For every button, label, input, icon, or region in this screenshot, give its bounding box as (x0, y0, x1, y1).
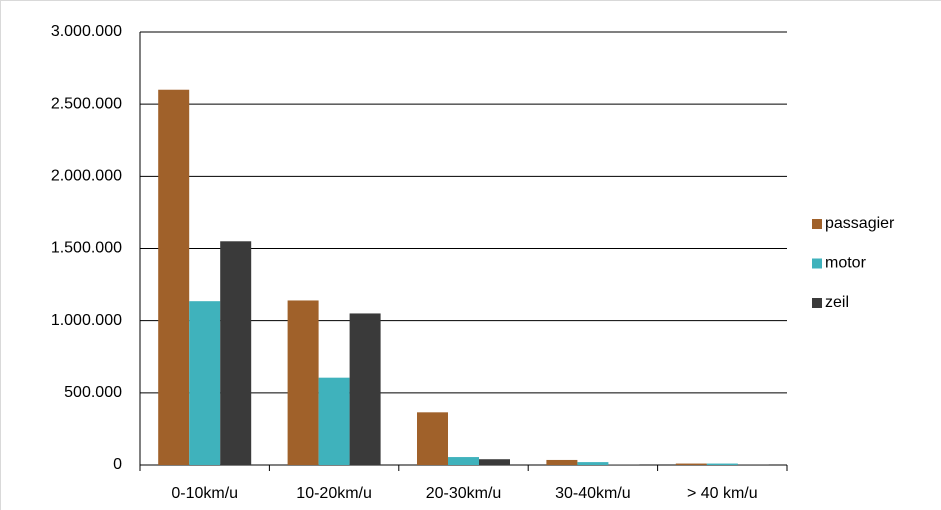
x-tick-label: 10-20km/u (296, 485, 372, 502)
y-tick-label: 1.500.000 (51, 240, 122, 257)
bar (675, 463, 707, 465)
x-tick-label: > 40 km/u (687, 485, 758, 502)
legend-label: motor (825, 255, 867, 272)
x-tick-label: 30-40km/u (555, 485, 631, 502)
bar (577, 462, 609, 465)
legend-swatch (812, 219, 822, 229)
legend-swatch (812, 258, 822, 269)
bar (448, 457, 479, 465)
bar (189, 301, 221, 465)
y-tick-label: 2.000.000 (51, 168, 122, 185)
legend-label: zeil (825, 294, 849, 311)
bar (479, 459, 510, 465)
y-tick-label: 3.000.000 (51, 23, 122, 40)
y-tick-label: 2.500.000 (51, 95, 122, 112)
y-tick-label: 0 (113, 456, 122, 473)
bar (349, 313, 381, 465)
y-tick-label: 500.000 (64, 384, 122, 401)
y-tick-label: 1.000.000 (51, 312, 122, 329)
x-tick-label: 20-30km/u (426, 485, 502, 502)
bar (318, 377, 350, 465)
x-tick-label: 0-10km/u (171, 485, 238, 502)
bar (287, 300, 319, 465)
legend-swatch (812, 298, 822, 308)
bar (706, 463, 738, 465)
bar (546, 459, 578, 465)
legend-label: passagier (825, 215, 895, 232)
bar (158, 89, 190, 465)
bar (417, 412, 448, 465)
bar (220, 241, 252, 465)
